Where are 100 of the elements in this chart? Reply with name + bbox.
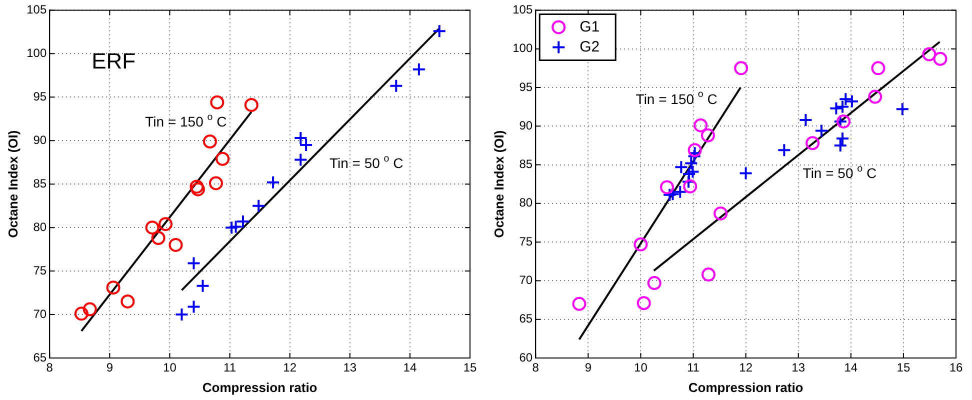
y-tick-label: 80 (33, 220, 47, 234)
series-label: Tin = 150 o C (145, 112, 227, 130)
point (412, 62, 426, 76)
point (833, 138, 848, 152)
point (74, 306, 88, 321)
point (634, 237, 648, 252)
x-tick-label: 12 (283, 360, 297, 375)
y-tick-label: 80 (519, 196, 533, 210)
x-tick-label: 9 (106, 360, 114, 375)
point (836, 132, 850, 146)
point (244, 98, 258, 112)
y-tick-label: 100 (512, 41, 533, 56)
point (190, 180, 204, 194)
x-tick-label: 13 (343, 360, 357, 375)
point (829, 101, 844, 116)
y-tick-label: 90 (519, 118, 533, 132)
point (216, 152, 230, 166)
point (660, 180, 674, 194)
point (688, 143, 702, 158)
legend-label: G2 (580, 38, 600, 56)
y-tick-label: 70 (519, 273, 533, 288)
x-tick-label: 15 (896, 360, 910, 375)
point (210, 95, 224, 110)
x-tick-label: 11 (224, 360, 236, 375)
x-tick-label: 14 (403, 360, 417, 375)
point (833, 114, 848, 128)
x-tick-label: 8 (532, 360, 540, 375)
x-tick-label: 14 (844, 360, 858, 375)
legend-label: G1 (580, 18, 600, 36)
x-tick-label: 10 (163, 360, 177, 375)
annotation: ERF (92, 48, 136, 74)
point (196, 278, 210, 293)
y-tick-label: 65 (33, 350, 47, 364)
point (151, 231, 166, 246)
y-tick-label: 75 (519, 234, 533, 248)
point (168, 238, 183, 252)
point (186, 256, 201, 270)
x-tick-label: 15 (463, 360, 477, 375)
point (266, 175, 280, 190)
point (202, 134, 217, 148)
point (174, 308, 189, 322)
x-tick-label: 8 (46, 360, 54, 375)
point (683, 179, 698, 194)
point (868, 90, 882, 104)
point (82, 302, 97, 316)
point (228, 220, 243, 234)
y-tick-label: 90 (33, 132, 47, 147)
y-tick-label: 75 (33, 263, 47, 278)
point (687, 149, 702, 164)
point (186, 300, 201, 314)
point (572, 296, 586, 311)
series-label: Tin = 150 o C (636, 89, 718, 107)
point (738, 166, 753, 180)
y-tick-label: 100 (26, 46, 47, 60)
point (224, 220, 239, 235)
x-tick-label: 12 (739, 360, 753, 375)
y-tick-label: 70 (33, 306, 47, 321)
point (190, 182, 205, 196)
y-axis-title: Octane Index (OI) (5, 130, 20, 238)
point (798, 112, 813, 127)
x-axis-title: Compression ratio (688, 380, 804, 395)
point (662, 188, 677, 202)
point (836, 114, 851, 128)
x-tick-label: 9 (584, 360, 592, 375)
y-axis-title: Octane Index (OI) (491, 130, 506, 238)
point (686, 164, 700, 179)
y-tick-label: 60 (519, 350, 533, 364)
x-tick-label: 11 (687, 360, 700, 375)
x-axis-title: Compression ratio (202, 380, 318, 395)
point (684, 156, 698, 170)
point (895, 102, 910, 116)
point (647, 276, 662, 290)
point (700, 128, 715, 142)
point (673, 184, 688, 199)
point (777, 143, 792, 158)
point (432, 24, 446, 38)
point (208, 176, 223, 190)
y-tick-label: 105 (512, 2, 533, 17)
point (933, 52, 948, 66)
point (694, 118, 708, 132)
point (252, 198, 266, 213)
series-label: Tin = 50 o C (802, 163, 877, 182)
point (120, 294, 135, 308)
x-tick-label: 16 (949, 360, 963, 375)
point (158, 217, 173, 232)
point (389, 78, 404, 93)
y-tick-label: 95 (519, 80, 533, 94)
point (682, 174, 696, 189)
y-tick-label: 105 (26, 2, 47, 17)
x-tick-label: 10 (634, 360, 648, 375)
y-tick-label: 65 (519, 312, 533, 326)
point (702, 268, 716, 282)
series-label: Tin = 50 o C (329, 153, 404, 172)
point (106, 280, 120, 295)
point (236, 214, 250, 228)
y-tick-label: 85 (519, 157, 533, 172)
point (871, 61, 886, 76)
y-tick-label: 95 (33, 89, 47, 104)
point (922, 47, 936, 62)
x-tick-label: 13 (792, 360, 806, 375)
